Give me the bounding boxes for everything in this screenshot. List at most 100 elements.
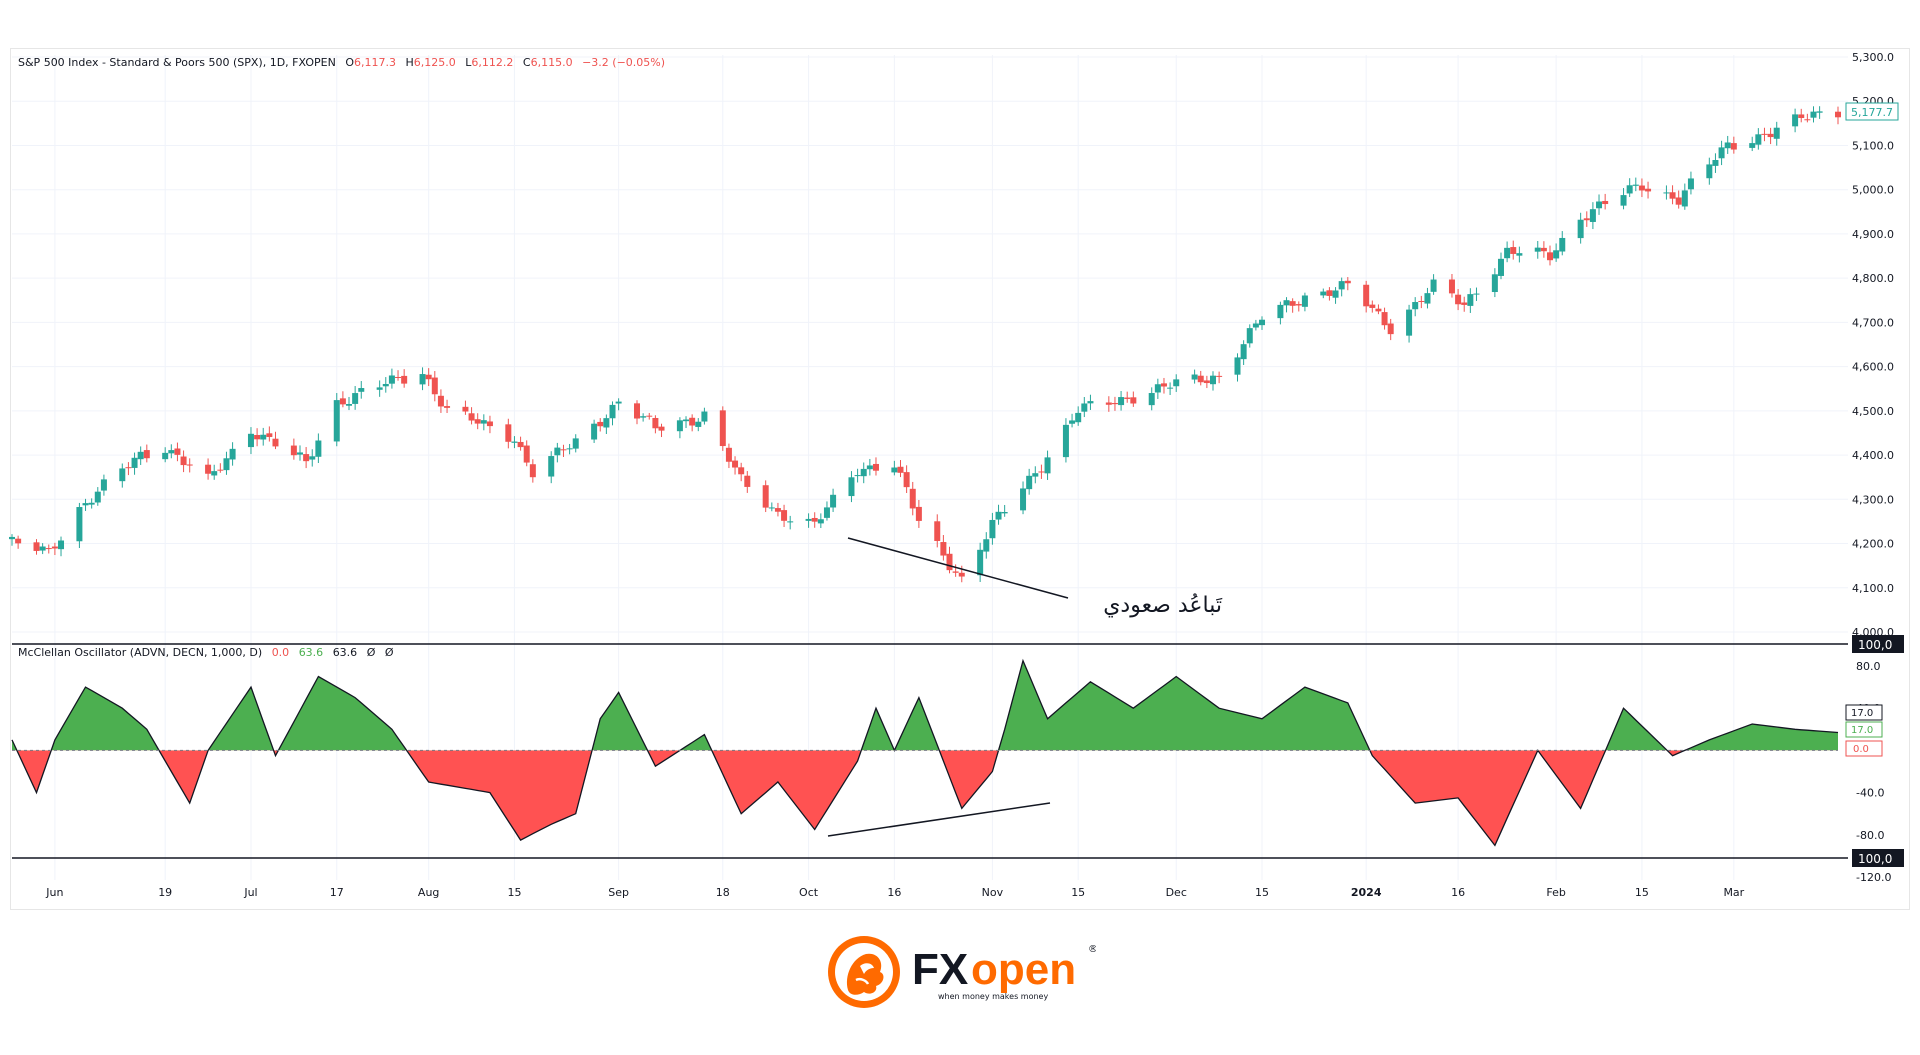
candle-body [787, 521, 794, 523]
candle-body [1632, 184, 1639, 186]
low-value: 6,112.2 [471, 56, 513, 69]
candles-layer [9, 106, 1841, 583]
candle-body [88, 502, 95, 505]
candle-body [1148, 393, 1155, 406]
close-label: C [523, 56, 531, 69]
indicator-na-2: Ø [385, 646, 394, 659]
time-tick-label: Oct [799, 886, 819, 899]
candle-body [1087, 401, 1094, 404]
candle-body [1105, 402, 1112, 405]
candle-body [58, 540, 65, 550]
candle-body [701, 411, 708, 422]
indicator-na-1: Ø [367, 646, 376, 659]
price-tick-label: 5,300.0 [1852, 51, 1894, 64]
osc-badge-2: 17.0 [1851, 725, 1873, 736]
candle-body [768, 507, 775, 509]
candle-body [1589, 209, 1596, 222]
osc-badge-3: 0.0 [1853, 744, 1869, 755]
candle-body [1001, 512, 1008, 514]
candle-body [1596, 201, 1603, 209]
upper-100-badge [1852, 635, 1904, 653]
osc-tick-label: -40.0 [1856, 787, 1884, 800]
high-label: H [405, 56, 413, 69]
candle-body [1792, 114, 1799, 127]
candle-body [548, 456, 555, 477]
lower-100-badge [1852, 849, 1904, 867]
candle-body [946, 553, 953, 571]
candle-body [640, 416, 647, 418]
candle-body [180, 456, 187, 466]
oscillator-layer [11, 658, 1839, 847]
candle-body [1755, 134, 1762, 145]
candle-body [1767, 133, 1774, 138]
indicator-value-3: 63.6 [333, 646, 358, 659]
candle-body [76, 507, 83, 542]
osc-negative-area [16, 750, 1685, 846]
candle-body [1798, 114, 1805, 118]
candle-body [1363, 284, 1370, 307]
candle-body [1203, 380, 1210, 384]
candle-body [597, 421, 604, 427]
candle-body [1259, 319, 1266, 326]
price-tick-label: 4,300.0 [1852, 493, 1894, 506]
candle-body [125, 467, 132, 469]
candle-body [480, 420, 487, 424]
candle-body [1387, 323, 1394, 335]
candle-body [1197, 375, 1204, 383]
candle-body [1069, 420, 1076, 424]
candle-body [952, 571, 959, 573]
candle-body [303, 454, 310, 462]
price-tick-label: 4,600.0 [1852, 361, 1894, 374]
candle-body [382, 383, 389, 387]
price-tick-label: 5,000.0 [1852, 184, 1894, 197]
time-axis: Jun 19 Jul 17 Aug 15 Sep 18 Oct 16 Nov 15 Dec 15 2024 1… [45, 886, 1744, 899]
candle-body [1730, 143, 1737, 150]
candle-body [1111, 403, 1118, 405]
candle-body [266, 433, 273, 437]
chart-svg[interactable]: S&P 500 Index - Standard & Poors 500 (SP… [0, 0, 1920, 920]
candle-body [591, 423, 598, 440]
candle-body [738, 467, 745, 475]
osc-value-badges: 17.0 17.0 0.0 [1845, 704, 1883, 757]
candle-body [719, 410, 726, 447]
candle-body [1467, 294, 1474, 306]
candle-body [830, 494, 837, 508]
candle-body [1240, 344, 1247, 360]
candle-body [1461, 302, 1468, 305]
time-tick-label: 15 [507, 886, 521, 899]
brand-fx: FX [912, 945, 968, 994]
time-tick-label: Feb [1546, 886, 1565, 899]
time-tick-label: 16 [887, 886, 901, 899]
price-tick-label: 4,900.0 [1852, 228, 1894, 241]
candle-body [1412, 302, 1419, 310]
close-value: 6,115.0 [531, 56, 573, 69]
candle-body [247, 433, 254, 448]
svg-text:S&P 500 Index - Standard & Poo: S&P 500 Index - Standard & Poors 500 (SP… [18, 56, 665, 69]
candle-body [683, 419, 690, 422]
candle-body [1216, 375, 1223, 377]
time-tick-label: 15 [1071, 886, 1085, 899]
candle-body [609, 404, 616, 419]
time-tick-label: 15 [1635, 886, 1649, 899]
candle-body [732, 460, 739, 468]
candle-body [1645, 188, 1652, 192]
candle-body [915, 506, 922, 521]
candle-body [566, 448, 573, 450]
candle-body [744, 475, 751, 487]
candle-body [186, 464, 193, 466]
candle-body [1154, 384, 1161, 393]
candle-body [205, 464, 212, 474]
candle-body [872, 463, 879, 471]
candle-body [958, 572, 965, 577]
candle-body [1020, 488, 1027, 511]
candle-body [1332, 290, 1339, 298]
candle-body [1638, 185, 1645, 191]
candle-body [1032, 473, 1039, 477]
brand-tagline: when money makes money [938, 992, 1048, 1001]
osc-line [11, 658, 1839, 847]
chart-frame [10, 48, 1910, 910]
lower-100-label: 100,0 [1858, 852, 1892, 866]
last-price-badge: 5,177.7 [1845, 102, 1899, 121]
candle-body [229, 448, 236, 460]
candle-body [333, 400, 340, 442]
